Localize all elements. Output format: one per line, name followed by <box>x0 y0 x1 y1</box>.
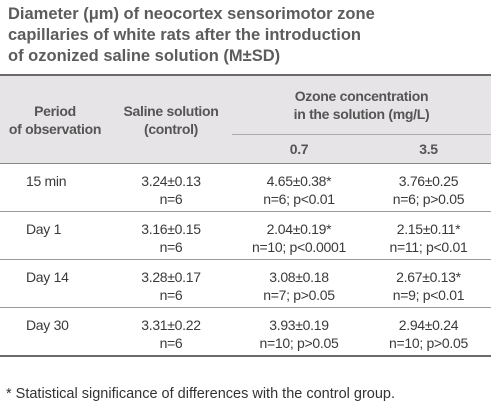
table-row: 15 min 3.24±0.13 n=6 4.65±0.38* n=6; p<0.01 3… <box>0 164 491 212</box>
header-line: in the solution (mg/L) <box>293 106 430 122</box>
cell-line: 3.16±0.15 <box>141 221 201 237</box>
cell-line: 3.24±0.13 <box>141 173 201 189</box>
table-cell: 3.24±0.13 n=6 <box>110 164 232 212</box>
cell-line: n=7; p>0.05 <box>263 287 335 303</box>
cell-line: n=6 <box>159 239 183 255</box>
cell-line: n=11; p<0.01 <box>389 239 468 255</box>
table-cell: 3.76±0.25 n=6; p>0.05 <box>366 164 491 212</box>
table-row: Day 1 3.16±0.15 n=6 2.04±0.19* n=10; p<0.000… <box>0 212 491 260</box>
cell-line: n=10; p>0.05 <box>259 335 339 351</box>
table-cell: 2.04±0.19* n=10; p<0.0001 <box>232 212 366 260</box>
cell-line: Day 30 <box>26 317 69 333</box>
table-cell: 3.31±0.22 n=6 <box>110 308 232 356</box>
cell-line: Day 1 <box>26 221 62 237</box>
subheader-cell: 3.5 <box>366 134 491 164</box>
table-cell: 3.16±0.15 n=6 <box>110 212 232 260</box>
cell-line: n=6 <box>159 335 183 351</box>
cell-line: n=6 <box>159 191 183 207</box>
cell-line: n=10; p<0.0001 <box>252 239 346 255</box>
cell-line: 15 min <box>26 173 67 189</box>
title-line: Diameter (μm) of neocortex sensorimotor … <box>8 5 375 23</box>
table-cell: Day 1 <box>0 212 110 260</box>
cell-line: 3.31±0.22 <box>141 317 201 333</box>
header-line: Period <box>34 102 76 119</box>
header-cell: Ozone concentration in the solution (mg/L… <box>232 75 491 135</box>
cell-line: 2.15±0.11* <box>396 221 461 237</box>
table-cell: 2.94±0.24 n=10; p>0.05 <box>366 308 491 356</box>
subheader-cell: 0.7 <box>232 134 366 164</box>
title: Diameter (μm) of neocortex sensorimotor … <box>8 4 488 67</box>
table-cell: Day 30 <box>0 308 110 356</box>
cell-line: 3.08±0.18 <box>269 269 329 285</box>
table-row: Day 30 3.31±0.22 n=6 3.93±0.19 n=10; p>0.05 2… <box>0 308 491 356</box>
cell-line: n=6 <box>159 287 183 303</box>
header-line: Saline solution <box>123 102 219 119</box>
header-cell: Period of observation <box>0 75 110 164</box>
title-line: capillaries of white rats after the intr… <box>8 26 361 44</box>
cell-line: n=9; p<0.01 <box>392 287 465 303</box>
footnote: * Statistical significance of difference… <box>6 386 396 402</box>
cell-line: n=6; p>0.05 <box>392 191 465 207</box>
table-cell: 15 min <box>0 164 110 212</box>
table-cell: 4.65±0.38* n=6; p<0.01 <box>232 164 366 212</box>
cell-line: 4.65±0.38* <box>266 173 332 189</box>
table-cell: 3.93±0.19 n=10; p>0.05 <box>232 308 366 356</box>
header-line: Ozone concentration <box>294 88 429 104</box>
cell-line: 2.94±0.24 <box>398 317 459 333</box>
title-line: of ozonized saline solution (M±SD) <box>8 47 281 65</box>
table-body: 15 min 3.24±0.13 n=6 4.65±0.38* n=6; p<0.01 3… <box>0 164 491 356</box>
table-cell: 2.67±0.13* n=9; p<0.01 <box>366 260 491 308</box>
header-line: (control) <box>143 120 199 137</box>
table-cell: 2.15±0.11* n=11; p<0.01 <box>366 212 491 260</box>
cell-line: Day 14 <box>26 269 69 285</box>
cell-line: 2.67±0.13* <box>396 269 461 285</box>
cell-line: 3.28±0.17 <box>141 269 201 285</box>
table-cell: 3.28±0.17 n=6 <box>110 260 232 308</box>
cell-line: 3.93±0.19 <box>269 317 329 333</box>
table-row: Day 14 3.28±0.17 n=6 3.08±0.18 n=7; p>0.05 2.… <box>0 260 491 308</box>
table-cell: 3.08±0.18 n=7; p>0.05 <box>232 260 366 308</box>
cell-line: n=6; p<0.01 <box>263 191 335 207</box>
cell-line: 3.76±0.25 <box>398 173 459 189</box>
header-line: of observation <box>8 120 102 137</box>
cell-line: 2.04±0.19* <box>266 221 332 237</box>
cell-line: n=10; p>0.05 <box>389 335 468 351</box>
header-cell: Saline solution (control) <box>110 75 232 164</box>
data-table: Period of observation Saline solution (con… <box>0 74 491 357</box>
table-cell: Day 14 <box>0 260 110 308</box>
